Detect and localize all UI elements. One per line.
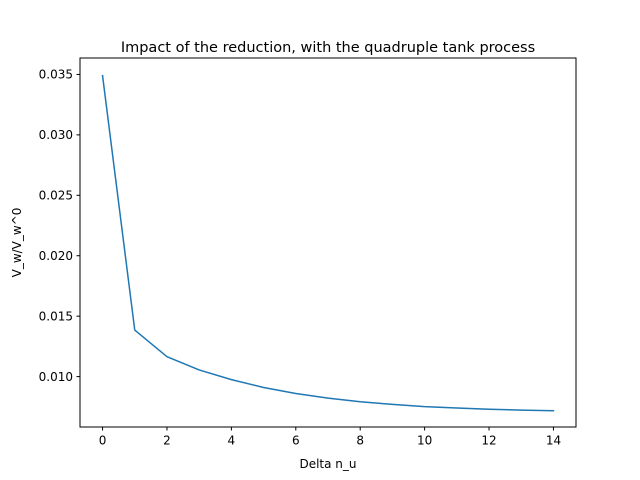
y-tick-label: 0.025 [39, 189, 73, 203]
y-tick-label: 0.010 [39, 370, 73, 384]
y-axis-label: V_w/V_w^0 [10, 208, 24, 278]
chart-title: Impact of the reduction, with the quadru… [121, 40, 535, 56]
plot-area [80, 58, 576, 427]
plot-frame [79, 57, 577, 428]
x-tick-label: 8 [356, 434, 364, 448]
x-tick-label: 2 [163, 434, 171, 448]
y-axis: 0.010 0.015 0.020 0.025 0.030 0.035 [39, 68, 80, 384]
series-line [101, 74, 555, 412]
x-tick-label: 0 [99, 434, 107, 448]
series-layer [101, 74, 555, 412]
y-tick-label: 0.030 [39, 128, 73, 142]
x-tick-label: 12 [481, 434, 496, 448]
y-tick-label: 0.015 [39, 309, 73, 323]
x-tick-label: 6 [292, 434, 300, 448]
x-tick-label: 10 [417, 434, 432, 448]
x-axis-label: Delta n_u [299, 457, 356, 471]
x-axis: 0 2 4 6 8 10 12 14 [99, 427, 561, 448]
y-tick-label: 0.035 [39, 68, 73, 82]
x-tick-label: 4 [228, 434, 236, 448]
x-tick-label: 14 [546, 434, 561, 448]
y-tick-label: 0.020 [39, 249, 73, 263]
